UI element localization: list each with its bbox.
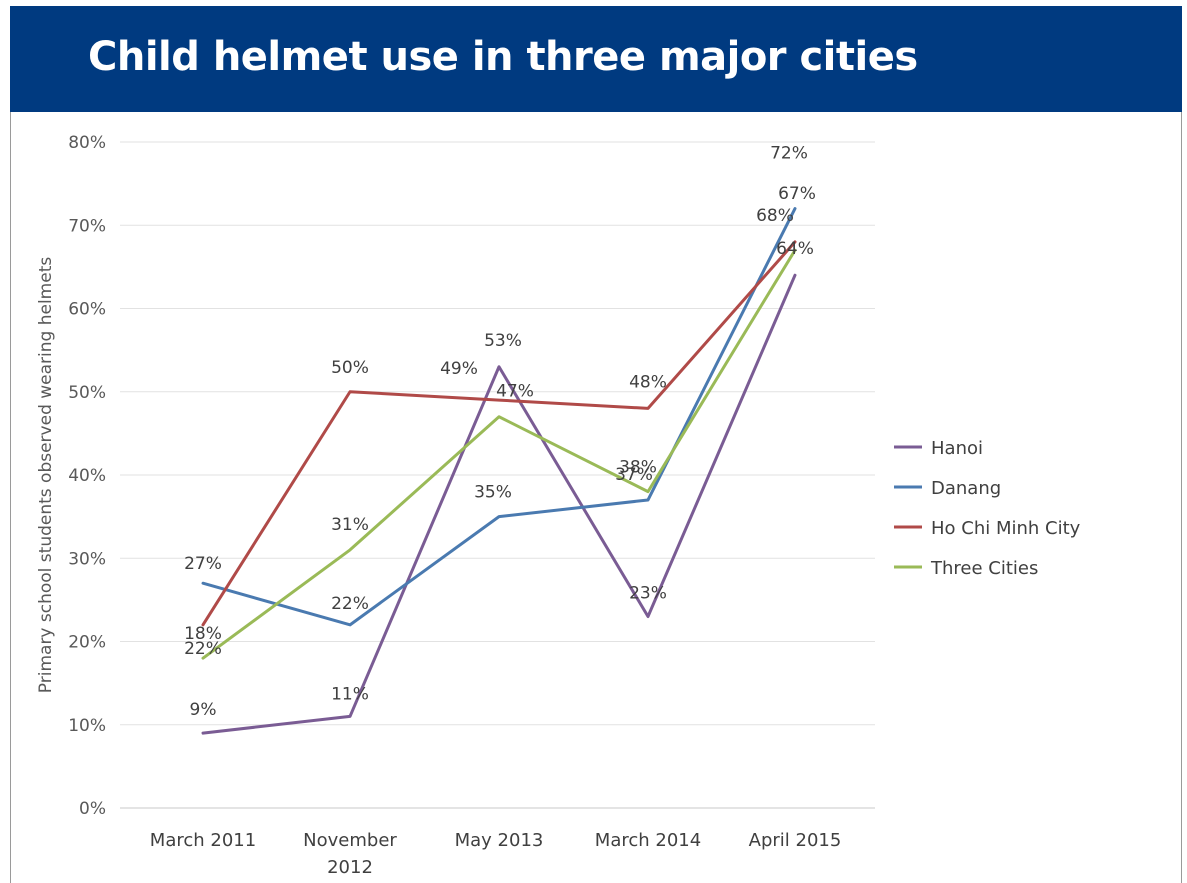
x-tick-label: March 2011 <box>150 830 256 851</box>
y-axis-title: Primary school students observed wearing… <box>36 257 56 694</box>
slide-right-border <box>1181 112 1182 883</box>
data-label: 67% <box>778 184 816 204</box>
data-label: 48% <box>629 372 667 392</box>
series-line-ho-chi-minh-city <box>201 240 797 627</box>
data-label: 53% <box>484 331 522 351</box>
legend-label: Ho Chi Minh City <box>931 518 1081 539</box>
x-axis-ticks: March 2011 November 2012 May 2013 March 2014… <box>150 830 842 878</box>
legend: Hanoi Danang Ho Chi Minh City Three Cities <box>894 438 1081 579</box>
legend-label: Danang <box>931 478 1001 499</box>
data-label: 22% <box>331 594 369 614</box>
y-tick-label: 70% <box>68 216 106 236</box>
series-line-danang <box>201 207 797 627</box>
y-tick-label: 40% <box>68 466 106 486</box>
data-label: 27% <box>184 554 222 574</box>
y-tick-label: 0% <box>79 799 106 819</box>
y-tick-label: 80% <box>68 133 106 153</box>
data-label: 38% <box>619 458 657 478</box>
data-label: 9% <box>190 700 217 720</box>
legend-label: Hanoi <box>931 438 983 459</box>
data-label: 22% <box>184 639 222 659</box>
x-tick-label: April 2015 <box>749 830 842 851</box>
data-label: 68% <box>756 206 794 226</box>
y-tick-label: 50% <box>68 383 106 403</box>
data-label: 64% <box>776 239 814 259</box>
series-lines <box>201 207 797 735</box>
data-label: 37% <box>615 465 653 485</box>
data-label: 31% <box>331 515 369 535</box>
slide-title: Child helmet use in three major cities <box>88 34 918 80</box>
title-bar: Child helmet use in three major cities <box>10 6 1182 112</box>
data-label: 18% <box>184 624 222 644</box>
x-tick-label: March 2014 <box>595 830 701 851</box>
data-labels: 9% 11% 53% 23% 64% 27% 22% 35% 37% 72% 22% 50% 49% 48… <box>184 144 816 720</box>
x-tick-label: November 2012 <box>303 830 397 878</box>
series-line-hanoi <box>201 273 797 735</box>
data-label: 72% <box>770 144 808 164</box>
y-axis-ticks: 0% 10% 20% 30% 40% 50% 60% 70% 80% <box>68 133 106 819</box>
chart-gridlines <box>120 141 875 809</box>
data-label: 23% <box>629 584 667 604</box>
y-tick-label: 30% <box>68 549 106 569</box>
series-line-three-cities <box>201 248 797 660</box>
x-tick-label: May 2013 <box>455 830 544 851</box>
y-tick-label: 20% <box>68 633 106 653</box>
slide-left-border <box>10 112 11 883</box>
legend-label: Three Cities <box>930 558 1038 579</box>
data-label: 35% <box>474 483 512 503</box>
data-label: 49% <box>440 359 478 379</box>
y-tick-label: 60% <box>68 300 106 320</box>
data-label: 11% <box>331 684 369 704</box>
data-label: 47% <box>496 382 534 402</box>
data-label: 50% <box>331 358 369 378</box>
y-tick-label: 10% <box>68 716 106 736</box>
